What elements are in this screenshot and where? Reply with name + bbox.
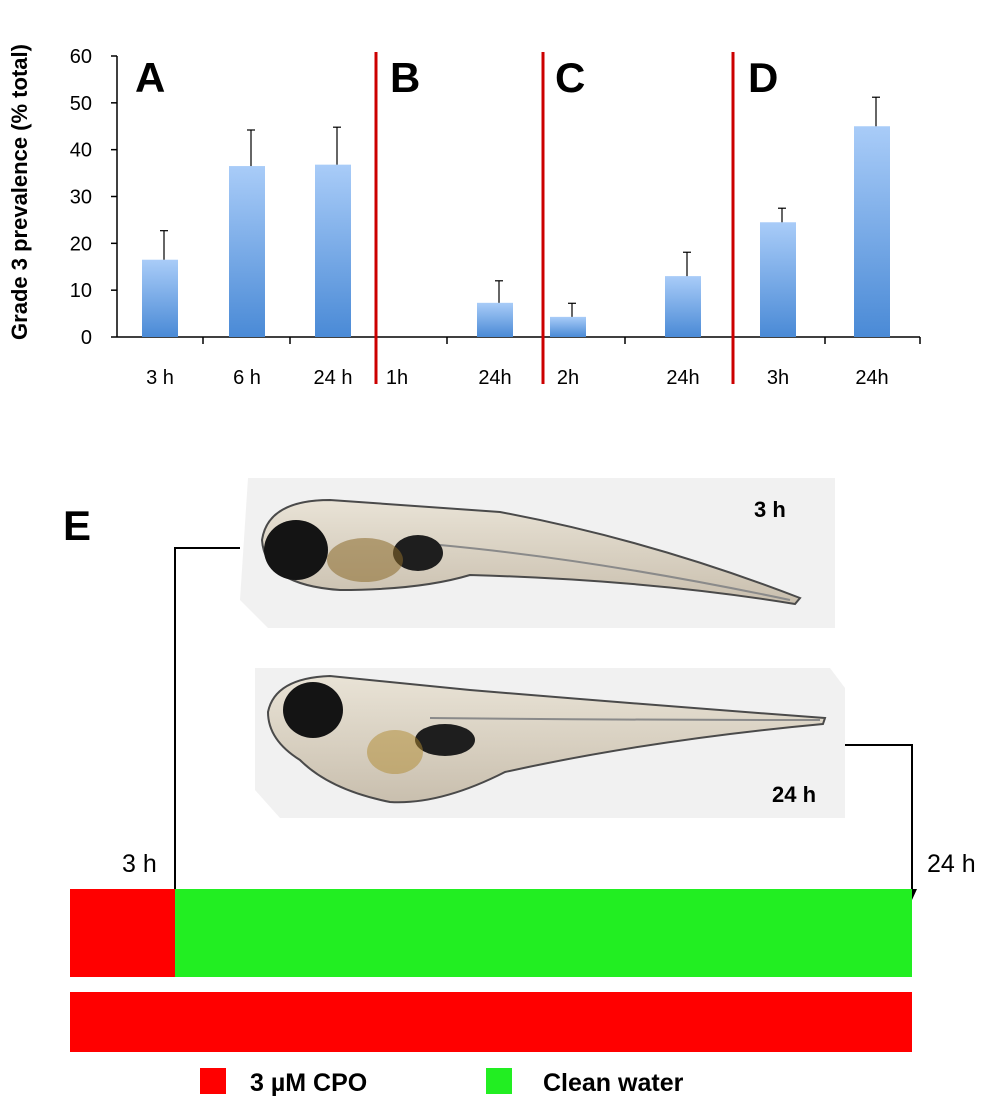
larva-photo-24h: 24 h [255, 668, 845, 818]
panel-label-d: D [748, 54, 778, 101]
bar [142, 259, 178, 337]
panel-label-b: B [390, 54, 420, 101]
bar [760, 222, 796, 337]
category-label: 24h [478, 367, 511, 389]
panel-dividers [374, 52, 735, 384]
panel-labels: A B C D [135, 54, 778, 101]
legend-water-label: Clean water [543, 1069, 684, 1097]
timeline-cpo-segment [70, 889, 175, 977]
legend-cpo-swatch [200, 1068, 226, 1094]
timeline-cpo-continuous [70, 992, 912, 1052]
y-tick-label: 20 [70, 233, 92, 255]
bars [142, 96, 890, 337]
category-label: 24h [666, 367, 699, 389]
bar [315, 164, 351, 337]
y-ticks: 0 10 20 30 40 50 60 [70, 46, 117, 349]
panel-label-a: A [135, 54, 165, 101]
panel-e-label: E [63, 502, 91, 549]
timeline-water-segment [175, 889, 912, 977]
category-label: 24h [855, 367, 888, 389]
panel-e: E 3 h 24 h 3 h 24 h [63, 478, 976, 1097]
y-tick-label: 60 [70, 46, 92, 68]
category-label: 2h [557, 367, 579, 389]
photo-label-3h: 3 h [754, 497, 786, 522]
connector-24h [845, 744, 913, 897]
bar [550, 316, 586, 337]
timeline-start-label: 3 h [122, 850, 157, 878]
bar-chart: Grade 3 prevalence (% total) 0 10 20 30 40 50… [7, 44, 921, 389]
category-labels: 3 h 6 h 24 h 1h 24h 2h 24h 3h 24h [146, 367, 889, 389]
category-label: 1h [386, 367, 408, 389]
timeline-end-label: 24 h [927, 850, 976, 878]
legend-cpo-label: 3 µM CPO [250, 1069, 367, 1097]
category-label: 6 h [233, 367, 261, 389]
y-axis-label: Grade 3 prevalence (% total) [7, 44, 32, 340]
category-label: 3h [767, 367, 789, 389]
larva-photo-3h: 3 h [240, 478, 835, 628]
connector-3h [174, 547, 240, 897]
bar [229, 166, 265, 337]
y-tick-label: 30 [70, 187, 92, 209]
photo-label-24h: 24 h [772, 782, 816, 807]
y-tick-label: 10 [70, 280, 92, 302]
y-tick-label: 50 [70, 93, 92, 115]
y-tick-label: 40 [70, 140, 92, 162]
panel-label-c: C [555, 54, 585, 101]
bar [477, 302, 513, 337]
y-tick-label: 0 [81, 327, 92, 349]
x-ticks [202, 337, 921, 344]
category-label: 3 h [146, 367, 174, 389]
bar [854, 126, 890, 337]
legend-water-swatch [486, 1068, 512, 1094]
bar [665, 276, 701, 337]
category-label: 24 h [314, 367, 353, 389]
